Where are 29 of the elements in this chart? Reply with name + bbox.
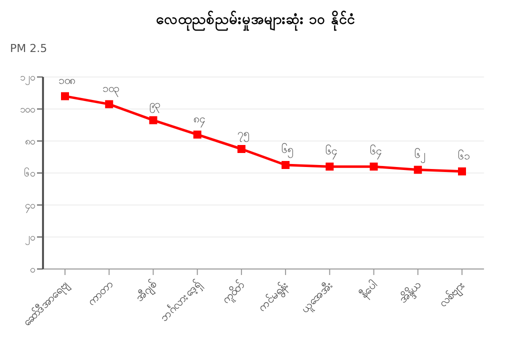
y-tick-label: ၁၂၀ xyxy=(20,72,35,86)
data-label: ၆၄ xyxy=(370,144,382,160)
chart-title: လေထုညစ်ညမ်းမှုအများဆုံး ၁၀ နိုင်ငံ xyxy=(155,10,356,33)
y-tick-label: ၀ xyxy=(30,264,35,276)
point xyxy=(149,116,158,124)
data-label: ၈၄ xyxy=(193,112,206,128)
point xyxy=(193,130,202,139)
point xyxy=(282,161,290,169)
point xyxy=(237,145,246,153)
y-tick-label: ၆၀ xyxy=(24,166,35,180)
point xyxy=(414,166,422,174)
data-label: ၁၀၈ xyxy=(58,74,76,88)
data-label: ၆၅ xyxy=(282,143,294,158)
data-label: ၉၃ xyxy=(150,98,161,114)
point xyxy=(61,92,69,100)
point xyxy=(370,162,378,171)
y-tick-label: ၄၀ xyxy=(25,200,35,214)
data-label: ၆၁ xyxy=(458,149,470,162)
data-label: ၇၅ xyxy=(237,127,250,142)
y-tick-label: ၈၀ xyxy=(25,136,35,148)
point xyxy=(105,100,114,108)
data-label: ၆၄ xyxy=(326,144,338,160)
data-label: ၁၀၃ xyxy=(102,82,120,98)
point xyxy=(326,162,334,171)
y-tick-label: ၂၀ xyxy=(25,232,35,246)
point xyxy=(458,167,466,176)
y-tick-label: ၁၀၀ xyxy=(20,104,35,116)
data-label: ၆၂ xyxy=(414,148,426,163)
y-axis-title: PM 2.5 xyxy=(9,41,48,57)
